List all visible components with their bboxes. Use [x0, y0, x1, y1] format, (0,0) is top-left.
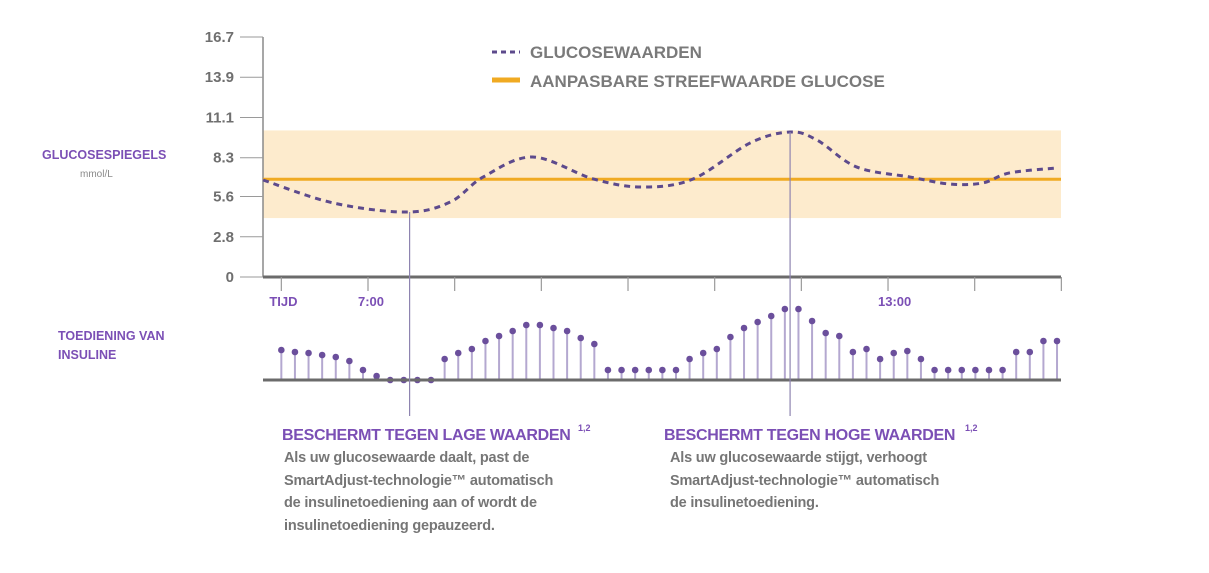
glucose-axis-unit: mmol/L [80, 169, 113, 180]
insulin-dot [645, 366, 653, 374]
callout-high: BESCHERMT TEGEN HOGE WAARDEN 1,2 Als uw … [664, 423, 978, 511]
insulin-dot [1040, 337, 1047, 345]
insulin-dot [1026, 348, 1034, 356]
x-tick-label: TIJD [269, 294, 297, 309]
callout-high-title: BESCHERMT TEGEN HOGE WAARDEN [664, 427, 955, 444]
insulin-dot [631, 366, 639, 374]
insulin-dot [754, 318, 761, 326]
insulin-dot [890, 349, 898, 357]
insulin-dot [822, 329, 829, 337]
callout-low-title: BESCHERMT TEGEN LAGE WAARDEN [282, 427, 571, 444]
insulin-dot [713, 345, 721, 353]
insulin-dot [454, 349, 462, 357]
y-tick-label: 13.9 [205, 69, 234, 86]
x-tick-label: 7:00 [358, 294, 384, 309]
insulin-dot [536, 321, 544, 329]
target-range-band [263, 130, 1061, 219]
insulin-dot [577, 334, 585, 342]
insulin-dot [305, 349, 312, 357]
y-tick-label: 5.6 [213, 189, 234, 206]
insulin-dot [509, 327, 516, 335]
insulin-dot [563, 327, 571, 335]
legend: GLUCOSEWAARDEN AANPASBARE STREEFWAARDE G… [492, 43, 885, 91]
insulin-dot [767, 312, 775, 320]
insulin-dot [904, 347, 911, 355]
insulin-dot [740, 324, 748, 332]
insulin-dot [373, 372, 380, 380]
insulin-dot [482, 337, 489, 345]
insulin-dot [441, 355, 448, 363]
insulin-dot [972, 366, 979, 374]
insulin-dot [849, 348, 857, 356]
insulin-dot [1012, 348, 1020, 356]
insulin-dot [958, 366, 966, 374]
y-tick-label: 16.7 [205, 29, 234, 46]
insulin-dot [291, 348, 299, 356]
legend-glucose: GLUCOSEWAARDEN [530, 43, 702, 62]
callout-high-line: SmartAdjust-technologie™ automatisch [670, 473, 939, 489]
insulin-dot [550, 324, 557, 332]
insulin-dot [591, 340, 598, 348]
insulin-dot [659, 366, 666, 374]
glucose-axis-title: GLUCOSESPIEGELS [42, 148, 166, 162]
insulin-dot [468, 345, 476, 353]
callout-low-line: SmartAdjust-technologie™ automatisch [284, 473, 553, 489]
insulin-dot [795, 305, 802, 313]
insulin-dot [917, 355, 925, 363]
insulin-dot [522, 321, 530, 329]
insulin-dot [863, 345, 870, 353]
insulin-dot [495, 332, 503, 340]
insulin-dot [985, 366, 993, 374]
insulin-dot [808, 317, 816, 325]
callout-low-line: de insulinetoediening aan of wordt de [284, 495, 537, 511]
legend-target: AANPASBARE STREEFWAARDE GLUCOSE [530, 72, 885, 91]
callout-low-line: insulinetoediening gepauzeerd. [284, 518, 495, 534]
insulin-dot [835, 332, 843, 340]
y-tick-label: 0 [226, 269, 234, 286]
insulin-dot [727, 333, 734, 341]
insulin-dot [278, 346, 285, 354]
insulin-label-line2: INSULINE [58, 348, 116, 362]
insulin-dot [931, 366, 938, 374]
x-tick-label: 13:00 [878, 294, 911, 309]
glucose-series-line [262, 130, 1058, 214]
insulin-dot [359, 366, 367, 374]
insulin-dot [699, 349, 707, 357]
insulin-dot [604, 366, 612, 374]
insulin-dot [944, 366, 952, 374]
insulin-label-line1: TOEDIENING VAN [58, 329, 165, 343]
insulin-dot [686, 355, 693, 363]
insulin-dot [781, 305, 789, 313]
insulin-dot [672, 366, 680, 374]
callout-high-line: Als uw glucosewaarde stijgt, verhoogt [670, 450, 927, 466]
callout-low-sup: 1,2 [578, 423, 591, 433]
insulin-dot [876, 355, 884, 363]
insulin-dot [318, 351, 326, 359]
callout-low-line: Als uw glucosewaarde daalt, past de [284, 450, 529, 466]
callout-high-sup: 1,2 [965, 423, 978, 433]
insulin-dot [999, 366, 1006, 374]
y-tick-label: 2.8 [213, 229, 234, 246]
y-tick-label: 11.1 [206, 109, 234, 126]
insulin-dot [618, 366, 625, 374]
insulin-dot [1053, 337, 1061, 345]
callout-low: BESCHERMT TEGEN LAGE WAARDEN 1,2 Als uw … [282, 423, 591, 534]
callout-high-line: de insulinetoediening. [670, 495, 819, 511]
insulin-dot [332, 353, 340, 361]
insulin-dot [346, 357, 353, 365]
y-tick-label: 8.3 [213, 150, 234, 167]
